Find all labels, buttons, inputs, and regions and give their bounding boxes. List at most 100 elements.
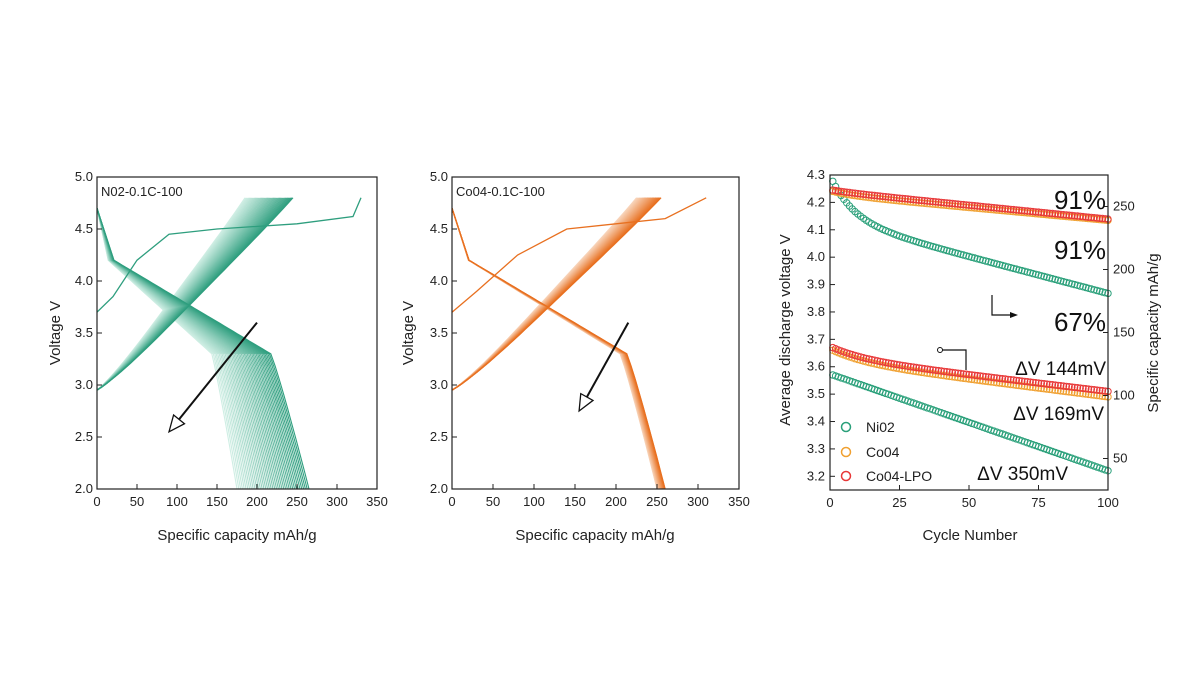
legend-marker-co04: [840, 446, 852, 458]
capacity-point: [1043, 209, 1051, 217]
x-tick-label: 25: [892, 495, 906, 510]
capacity-point: [901, 195, 909, 203]
voltage-point: [1051, 381, 1059, 389]
y-tick-label: 3.6: [807, 359, 825, 374]
discharge-curve: [452, 208, 658, 489]
x-tick-label: 100: [1097, 495, 1119, 510]
capacity-point: [1096, 214, 1104, 223]
discharge-curve: [452, 208, 665, 489]
capacity-point: [895, 194, 904, 202]
capacity-point: [965, 201, 973, 209]
voltage-point: [1009, 376, 1018, 384]
voltage-point: [1062, 382, 1071, 391]
voltage-point: [915, 364, 923, 372]
discharge-curve: [97, 208, 297, 489]
left-axis-pointer: [942, 349, 967, 370]
charge-curve: [452, 197, 662, 391]
x-tick-label: 50: [962, 495, 976, 510]
capacity-point: [1023, 268, 1032, 276]
voltage-point: [945, 368, 954, 376]
capacity-point: [979, 202, 987, 211]
voltage-point: [862, 354, 870, 363]
voltage-point: [934, 366, 943, 375]
voltage-point: [1045, 380, 1054, 389]
y-tick-label: 3.5: [807, 386, 825, 401]
discharge-curve: [452, 208, 661, 489]
voltage-point: [1090, 386, 1098, 394]
capacity-point: [929, 197, 937, 206]
voltage-point: [918, 364, 926, 372]
voltage-point: [948, 368, 956, 377]
discharge-curve: [452, 208, 666, 489]
voltage-point: [895, 361, 904, 369]
capacity-point: [887, 193, 895, 202]
y-tick-label: 3.9: [807, 277, 825, 292]
p2-xlabel: Specific capacity mAh/g: [515, 527, 674, 544]
y-tick-label: 4.2: [807, 194, 825, 209]
capacity-point: [1020, 207, 1029, 215]
discharge-curve: [97, 208, 310, 489]
capacity-point: [1068, 211, 1076, 220]
voltage-point: [943, 368, 951, 376]
left-axis-pointer-head: [937, 347, 943, 353]
voltage-point: [856, 353, 865, 361]
x-tick-label: 200: [246, 494, 268, 509]
capacity-point: [898, 194, 906, 203]
y-tick-label: 3.8: [807, 304, 825, 319]
right-axis-pointer-head: [1010, 312, 1018, 318]
capacity-point: [1032, 208, 1040, 216]
curve-set: [452, 197, 707, 489]
discharge-curve: [452, 208, 665, 489]
x-tick-label: 300: [326, 494, 348, 509]
capacity-point: [931, 198, 940, 206]
capacity-point: [1012, 206, 1020, 214]
voltage-point: [937, 367, 945, 375]
capacity-point: [1093, 214, 1101, 222]
capacity-point: [862, 190, 870, 199]
capacity-point: [993, 260, 1001, 268]
capacity-point: [1023, 207, 1032, 215]
voltage-point: [959, 370, 968, 378]
capacity-point: [1062, 211, 1071, 219]
panel-cycling-performance: 0 25 50 75 100 3.2 3.3 3.4 3.5 3.6 3.7 3.8 3.9 4.0 4.1…: [777, 167, 1162, 544]
capacity-point: [856, 190, 865, 198]
voltage-point: [1073, 384, 1082, 392]
y-tick-label: 3.4: [807, 414, 825, 429]
panel-ni02-voltage-profile: 0 50 100 150 200 250 300 350 2.0 2.5 3.0 3.5 4.0 4.5 5…: [47, 169, 388, 544]
delta-v-label-1: ΔV 144mV: [1015, 359, 1106, 380]
capacity-point: [1045, 274, 1054, 282]
arrow-head: [167, 413, 186, 434]
capacity-point: [918, 196, 926, 205]
capacity-point: [1093, 286, 1101, 295]
p1-trend-arrow: [167, 321, 258, 434]
capacity-point: [1098, 214, 1107, 223]
discharge-curve: [97, 208, 299, 489]
capacity-point: [995, 261, 1004, 269]
legend-label-ni02: Ni02: [866, 419, 895, 435]
first-charge-curve: [97, 197, 362, 313]
capacity-point: [1009, 205, 1018, 214]
discharge-curve: [452, 208, 664, 489]
capacity-point: [1048, 209, 1057, 218]
voltage-point: [976, 372, 984, 380]
x-tick-label: 150: [564, 494, 586, 509]
x-tick-label: 250: [286, 494, 308, 509]
voltage-point: [1020, 377, 1029, 386]
capacity-point: [1054, 210, 1062, 218]
y-tick-label: 4.1: [807, 222, 825, 237]
voltage-point: [920, 365, 929, 373]
voltage-point: [1096, 386, 1104, 395]
y-tick-label: 4.5: [430, 221, 448, 236]
capacity-point: [884, 193, 893, 201]
discharge-curve: [452, 208, 665, 489]
discharge-curve: [452, 208, 661, 489]
discharge-curve: [452, 208, 662, 489]
voltage-point: [982, 373, 990, 381]
voltage-point: [973, 371, 981, 380]
capacity-point: [1034, 208, 1043, 216]
voltage-point: [1034, 379, 1043, 387]
charge-curve: [452, 197, 638, 391]
p1-xlabel: Specific capacity mAh/g: [157, 527, 316, 544]
voltage-point: [970, 371, 979, 379]
voltage-point: [1026, 378, 1034, 386]
